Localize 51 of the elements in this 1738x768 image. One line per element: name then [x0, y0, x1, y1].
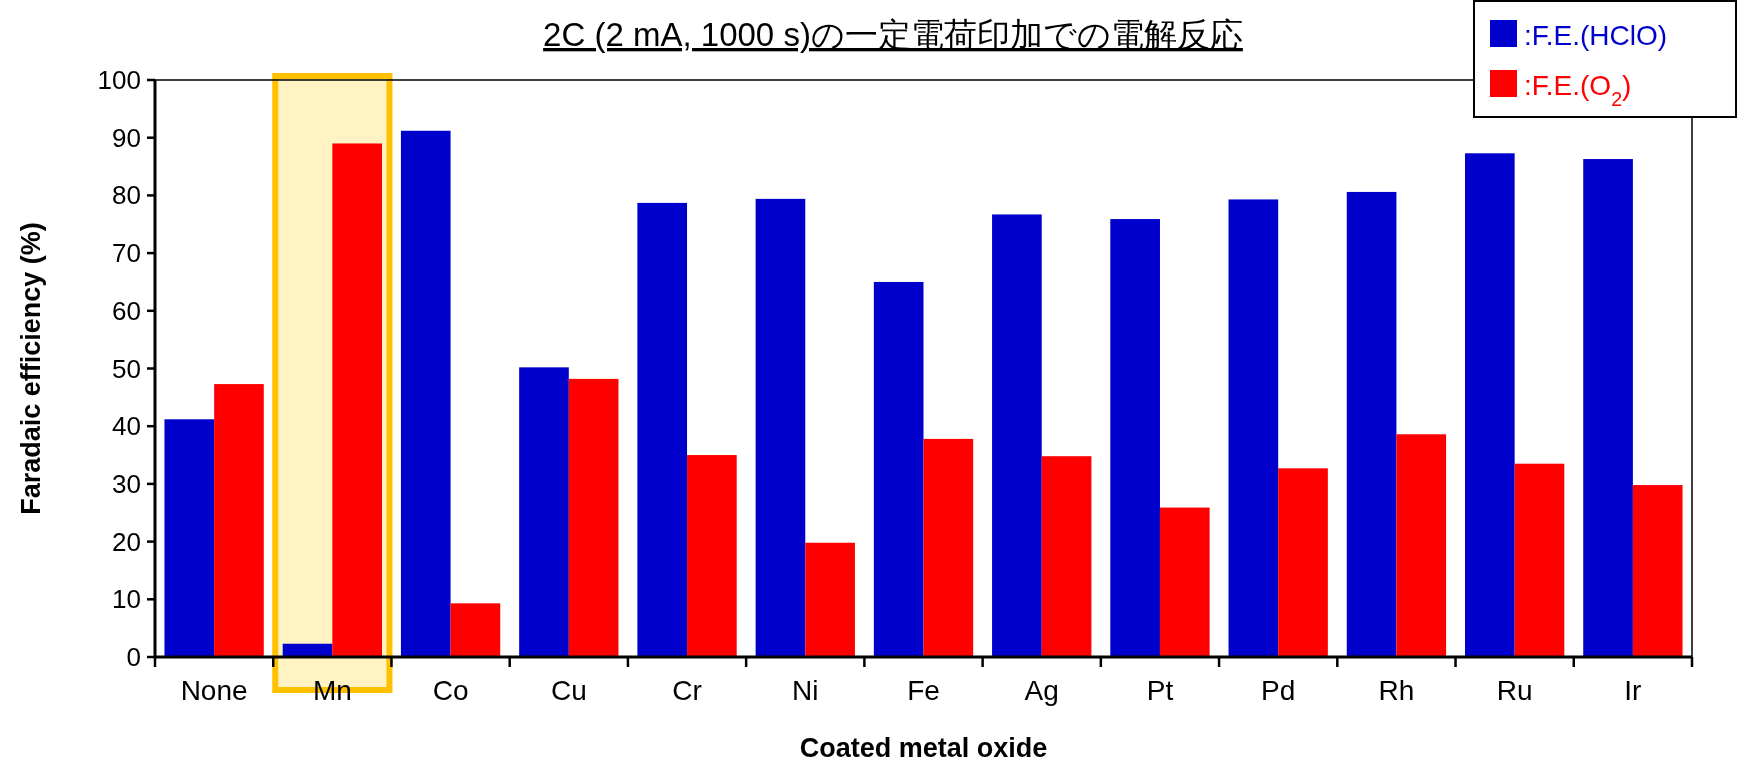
bar — [164, 419, 215, 657]
bar — [568, 378, 619, 657]
bar — [1228, 199, 1279, 657]
bar — [400, 130, 451, 657]
bar — [992, 214, 1042, 657]
bar — [1396, 434, 1447, 657]
y-tick-label: 30 — [112, 468, 141, 499]
legend-label: :F.E.(O$_{2}$) — [1524, 70, 1632, 110]
bar — [923, 438, 974, 657]
y-tick-label: 10 — [112, 584, 141, 615]
x-tick-label: Ru — [1496, 675, 1533, 706]
bar — [1632, 485, 1683, 657]
x-tick-label: Fe — [907, 675, 940, 706]
bar — [1278, 468, 1328, 657]
bar — [1159, 507, 1210, 657]
x-axis-title: Coated metal oxide — [799, 733, 1048, 763]
bar — [637, 202, 688, 657]
y-tick-label: 70 — [112, 238, 141, 269]
y-tick-label: 0 — [126, 642, 141, 672]
bar — [873, 281, 924, 657]
bar — [687, 455, 737, 657]
y-tick-label: 40 — [112, 411, 141, 442]
x-tick-label: Rh — [1378, 675, 1415, 706]
bar — [1110, 219, 1160, 657]
y-tick-label: 90 — [112, 122, 141, 153]
y-axis-title: Faradaic efficiency (%) — [16, 222, 46, 515]
bar — [1465, 153, 1515, 657]
bar — [1041, 456, 1092, 657]
y-tick-label: 20 — [112, 526, 141, 557]
bar — [1514, 463, 1565, 657]
x-tick-label: None — [180, 675, 248, 706]
bar — [755, 198, 806, 657]
bar — [519, 367, 569, 657]
y-tick-label: 60 — [112, 295, 141, 326]
y-tick-label: 100 — [97, 65, 141, 95]
x-tick-label: Ir — [1624, 675, 1642, 706]
bar — [805, 542, 855, 657]
bar — [450, 603, 501, 657]
x-tick-label: Pt — [1146, 675, 1174, 706]
x-tick-label: Co — [432, 675, 469, 706]
y-tick-label: 80 — [112, 180, 141, 211]
legend-label: :F.E.(HClO) — [1524, 20, 1668, 51]
bar — [214, 384, 264, 657]
x-tick-label: Ag — [1024, 675, 1059, 706]
x-tick-label: Cu — [550, 675, 587, 706]
x-tick-label: Cr — [672, 675, 702, 706]
bar — [1346, 191, 1397, 657]
x-tick-label: Ni — [792, 675, 819, 706]
x-tick-label: Pd — [1261, 675, 1296, 706]
bar — [1583, 159, 1633, 657]
y-tick-label: 50 — [112, 353, 141, 384]
